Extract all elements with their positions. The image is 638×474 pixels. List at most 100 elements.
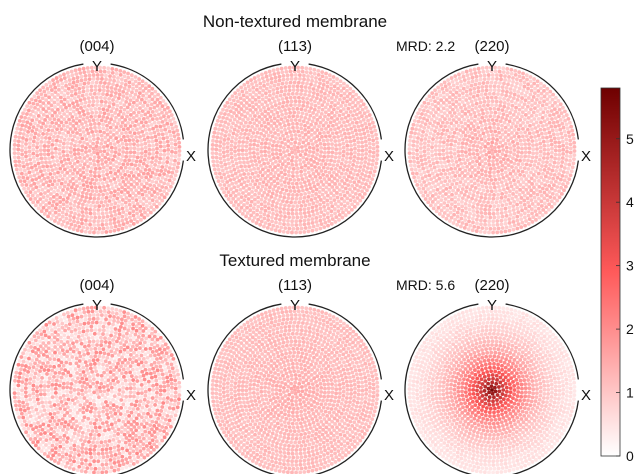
pole-point — [442, 156, 446, 161]
pole-point — [83, 199, 87, 203]
pole-point — [306, 153, 311, 158]
pole-point — [47, 80, 52, 85]
pole-point — [450, 97, 455, 102]
pole-point — [151, 392, 156, 396]
pole-point — [107, 360, 112, 365]
pole-point — [154, 124, 159, 129]
pole-point — [241, 191, 245, 195]
pole-point — [472, 110, 477, 115]
pole-point — [416, 136, 420, 140]
pole-point — [119, 105, 123, 110]
pole-point — [141, 93, 146, 98]
pole-point — [164, 164, 169, 169]
pole-point — [553, 100, 557, 105]
pole-point — [290, 223, 295, 227]
pole-point — [71, 176, 75, 181]
pole-point — [266, 146, 271, 150]
pole-point — [266, 111, 271, 116]
pole-point — [82, 187, 87, 192]
pole-point — [46, 214, 50, 219]
pole-point — [418, 115, 423, 120]
pole-point — [545, 139, 550, 144]
pole-point — [64, 134, 69, 138]
pole-point — [298, 230, 303, 235]
pole-point — [238, 187, 243, 192]
pole-point — [495, 77, 499, 81]
pole-point — [117, 199, 122, 204]
pole-point — [113, 146, 118, 151]
pole-point — [468, 211, 472, 216]
pole-point — [424, 97, 429, 102]
pole-point — [343, 103, 348, 108]
pole-point — [523, 93, 528, 98]
pole-point — [249, 199, 254, 204]
pole-point — [135, 211, 139, 216]
pole-point — [341, 112, 346, 117]
pole-point — [366, 162, 371, 166]
pole-point — [90, 429, 95, 433]
pole-point — [466, 101, 470, 106]
pole-point — [492, 88, 497, 92]
pole-point — [329, 82, 333, 87]
pole-point — [515, 154, 520, 158]
pole-point — [279, 202, 283, 207]
pole-point — [280, 104, 285, 109]
pole-point — [131, 167, 136, 171]
pole-point — [475, 194, 480, 199]
pole-point — [21, 175, 26, 180]
pole-point — [289, 133, 294, 138]
pole-point — [544, 123, 549, 127]
pole-point — [527, 142, 531, 147]
pole-point — [141, 133, 146, 138]
pole-point — [313, 196, 318, 201]
pole-point — [98, 417, 103, 422]
pole-point — [55, 422, 60, 427]
pole-point — [442, 136, 447, 141]
pole-point — [480, 168, 484, 173]
pole-point — [460, 196, 465, 200]
pole-point — [234, 133, 239, 137]
pole-point — [499, 195, 504, 200]
pole-point — [526, 82, 530, 87]
pole-point — [102, 149, 107, 154]
pole-point — [156, 164, 161, 169]
pole-point — [138, 106, 142, 110]
pole-point — [482, 119, 487, 123]
pole-point — [36, 161, 41, 166]
pole-point — [109, 225, 114, 230]
pole-point — [49, 216, 54, 221]
pole-point — [348, 193, 352, 198]
pole-point — [331, 92, 336, 97]
pole-point — [231, 196, 236, 201]
pole-point — [152, 120, 157, 125]
pole-point — [63, 407, 67, 412]
pole-point — [522, 138, 527, 143]
pole-point — [142, 215, 147, 220]
pole-point — [333, 211, 337, 216]
pole-point — [58, 200, 63, 204]
pole-point — [126, 71, 130, 76]
pole-point — [508, 87, 513, 91]
pole-point — [25, 134, 30, 138]
pole-point — [557, 181, 562, 186]
pole-point — [304, 157, 309, 162]
pole-point — [255, 208, 260, 213]
pole-point — [545, 179, 550, 184]
pole-point — [418, 150, 423, 155]
pole-point — [341, 149, 346, 154]
pole-point — [322, 150, 327, 155]
pole-point — [512, 161, 517, 166]
pole-point — [442, 95, 446, 100]
pole-point — [71, 124, 76, 128]
pole-point — [341, 127, 346, 132]
pole-point — [419, 138, 424, 142]
pole-point — [290, 208, 295, 212]
pole-point — [461, 130, 466, 135]
pole-point — [431, 95, 436, 100]
pole-point — [50, 203, 55, 208]
pole-point — [66, 182, 71, 187]
pole-point — [512, 128, 517, 132]
pole-point — [297, 200, 302, 205]
pole-point — [523, 150, 528, 155]
pole-point — [50, 128, 55, 133]
